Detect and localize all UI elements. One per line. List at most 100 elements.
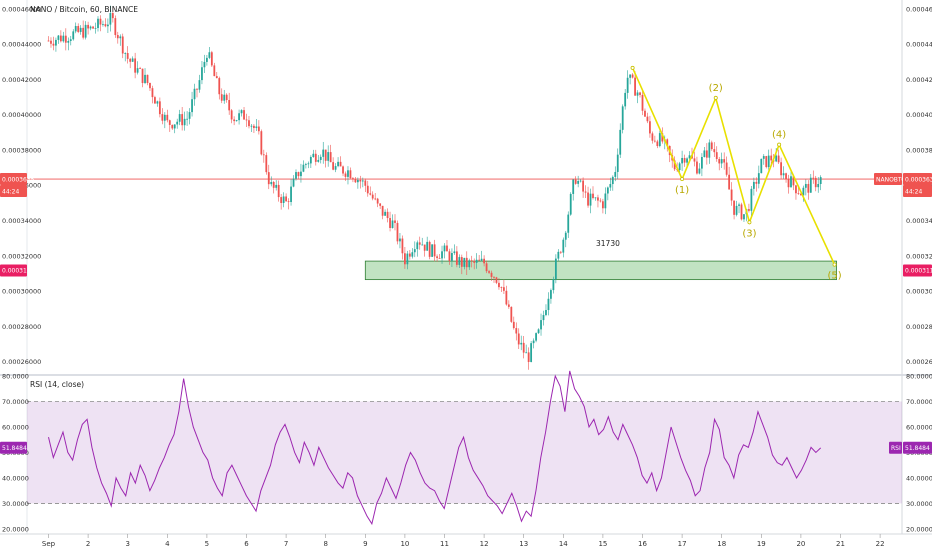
wave-point[interactable]	[832, 262, 837, 267]
candle-body	[181, 114, 184, 126]
candle-body	[332, 162, 335, 170]
candle-body	[505, 290, 508, 305]
rsi-pane[interactable]	[0, 376, 902, 534]
candle-body	[421, 244, 424, 246]
candle-body	[171, 124, 174, 129]
candle-body	[438, 257, 441, 259]
candle-body	[522, 342, 525, 353]
candle-body	[463, 257, 466, 267]
countdown-badge-left-bg	[0, 185, 27, 198]
candle-body	[701, 156, 703, 169]
candle-body	[92, 26, 94, 29]
candle-body	[215, 76, 218, 79]
wave-point[interactable]	[680, 177, 685, 182]
candle-body	[203, 61, 206, 68]
rsi-ytick-left: 80.0000	[2, 373, 29, 381]
elliott-wave-line[interactable]	[631, 67, 836, 265]
candle-body	[616, 154, 619, 172]
candle-body	[384, 211, 386, 216]
candle-body	[584, 191, 587, 193]
wave-label: (3)	[742, 228, 756, 239]
candle-body	[807, 183, 810, 193]
rsi-ytick-left: 20.0000	[2, 525, 29, 533]
candle-body	[416, 242, 419, 250]
candle-body	[728, 174, 731, 190]
support-badge-right-bg	[903, 264, 932, 277]
wave-point[interactable]	[630, 65, 635, 70]
candle-body	[267, 172, 270, 185]
xtick-label: 10	[400, 540, 409, 548]
candle-body	[334, 166, 337, 170]
candle-body	[512, 321, 515, 329]
candle-body	[507, 304, 510, 307]
candle-body	[564, 232, 567, 240]
candle-body	[678, 163, 681, 171]
candlestick-series	[47, 5, 822, 370]
candle-body	[404, 253, 406, 265]
rsi-badge-left-text: 51.8484	[2, 445, 27, 452]
candle-body	[220, 94, 223, 101]
wave-point[interactable]	[713, 95, 718, 100]
candle-body	[574, 179, 577, 184]
candle-body	[718, 159, 721, 164]
candle-body	[47, 40, 50, 42]
candle-body	[67, 40, 70, 43]
candle-body	[319, 156, 322, 160]
wave-point[interactable]	[777, 142, 782, 147]
candle-body	[624, 92, 627, 107]
candle-body	[381, 205, 384, 216]
candle-body	[292, 178, 295, 187]
support-badge-left-text: 0.0003117	[2, 268, 35, 275]
candle-body	[124, 53, 127, 54]
candle-body	[639, 92, 641, 95]
candle-body	[696, 161, 698, 174]
xtick-label: 22	[876, 540, 885, 548]
candle-body	[817, 183, 820, 188]
candle-body	[475, 259, 478, 263]
candle-body	[621, 106, 624, 130]
candle-body	[136, 68, 139, 73]
support-zone[interactable]	[364, 260, 837, 281]
xtick-label: 17	[678, 540, 687, 548]
candle-body	[777, 155, 780, 163]
candle-body	[545, 310, 547, 316]
candle-body	[503, 287, 505, 291]
candle-body	[780, 162, 782, 176]
xtick-label: 9	[363, 540, 367, 548]
candle-body	[369, 193, 372, 195]
candle-body	[176, 121, 179, 125]
candle-body	[121, 36, 124, 54]
candle-body	[819, 177, 822, 184]
candle-body	[213, 65, 216, 77]
candle-body	[713, 149, 716, 153]
price-ytick-right: 0.00026000	[906, 358, 932, 366]
candle-body	[191, 99, 193, 113]
candle-body	[804, 183, 807, 188]
candle-body	[683, 157, 686, 163]
candle-body	[725, 162, 728, 175]
candle-body	[275, 184, 278, 188]
candle-body	[329, 152, 332, 163]
candle-body	[371, 194, 374, 199]
candle-body	[102, 24, 104, 25]
rsi-value-badge-right-bg	[903, 441, 932, 454]
candle-body	[814, 177, 817, 188]
candle-body	[233, 119, 236, 122]
candle-body	[72, 31, 75, 40]
wave-point[interactable]	[747, 220, 752, 225]
candle-body	[787, 179, 790, 188]
candle-body	[111, 13, 114, 19]
candle-body	[198, 80, 201, 90]
candle-body	[423, 244, 426, 251]
candle-body	[448, 251, 451, 261]
candle-body	[411, 252, 414, 257]
support-badge-left-bg	[0, 264, 27, 277]
candle-body	[166, 114, 169, 121]
candle-body	[84, 24, 87, 38]
candle-body	[114, 18, 117, 36]
candle-body	[349, 170, 352, 179]
candle-body	[94, 27, 97, 29]
candle-body	[255, 126, 258, 129]
candle-body	[782, 173, 785, 176]
